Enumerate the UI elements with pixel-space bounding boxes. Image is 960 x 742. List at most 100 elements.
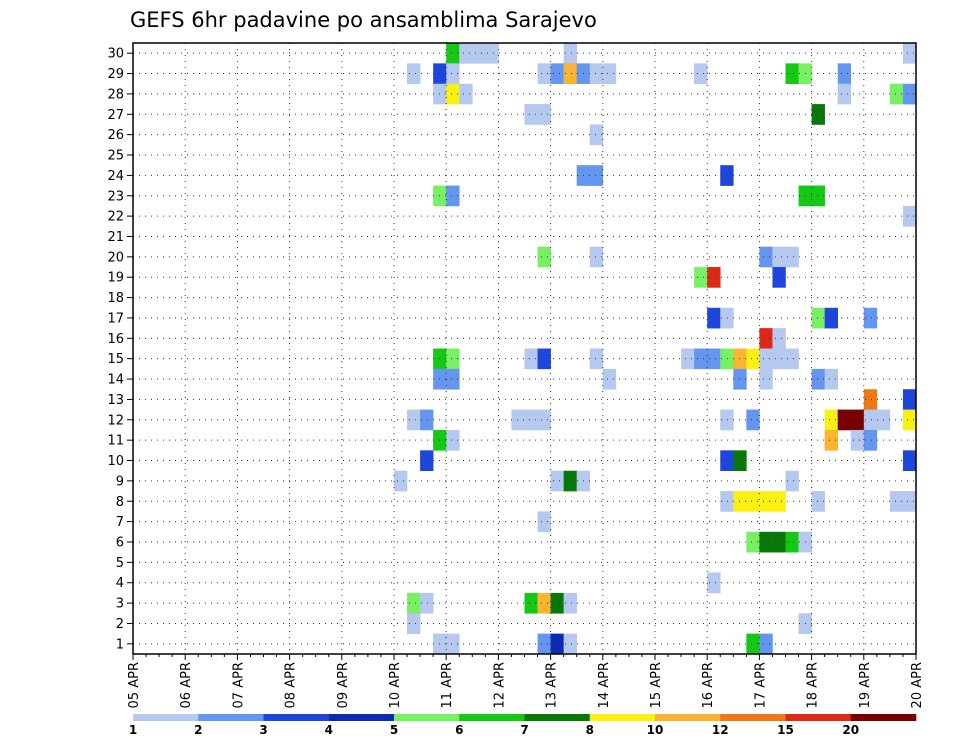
x-tick-label: 05 APR xyxy=(127,662,142,708)
heatmap-cell xyxy=(850,409,865,431)
heatmap-cell xyxy=(485,43,499,64)
legend-color-swatch xyxy=(328,714,395,721)
heatmap-cell xyxy=(772,531,786,553)
x-tick-label: 09 APR xyxy=(336,662,351,708)
heatmap-cell xyxy=(563,470,577,492)
heatmap-cell xyxy=(537,63,551,85)
heatmap-cell xyxy=(537,633,551,655)
legend-label: 10 xyxy=(647,723,664,737)
y-tick-label: 10 xyxy=(107,454,124,469)
heatmap-cell xyxy=(902,409,917,431)
y-tick-label: 14 xyxy=(107,373,124,388)
heatmap-cell xyxy=(407,613,421,634)
y-tick-label: 18 xyxy=(107,291,124,306)
legend-label: 3 xyxy=(259,723,267,737)
heatmap-cell xyxy=(707,348,721,370)
heatmap-cell xyxy=(524,409,538,431)
y-tick-label: 8 xyxy=(116,495,124,510)
heatmap-cell xyxy=(550,633,564,655)
heatmap-cell xyxy=(407,409,421,431)
heatmap-cell xyxy=(537,409,551,431)
heatmap-cell xyxy=(785,531,799,553)
heatmap-cell xyxy=(537,592,551,614)
x-tick-label: 14 APR xyxy=(597,662,612,708)
heatmap-cell xyxy=(694,63,708,85)
heatmap-cell xyxy=(811,185,825,207)
heatmap-cell xyxy=(563,592,577,614)
heatmap-cell xyxy=(785,246,799,268)
heatmap-cell xyxy=(550,592,564,614)
heatmap-cell xyxy=(746,348,760,370)
y-tick-label: 22 xyxy=(107,210,124,225)
heatmap-cell xyxy=(902,43,917,64)
legend: 1 2 3 4 5 6 7 8 10 12 15 20 xyxy=(129,714,917,737)
y-tick-label: 2 xyxy=(116,617,124,632)
heatmap-cell xyxy=(785,63,799,85)
heatmap-cell xyxy=(694,348,708,370)
x-tick-label: 20 APR xyxy=(910,662,925,708)
heatmap-cell xyxy=(863,409,878,431)
y-tick-label: 27 xyxy=(107,108,124,123)
heatmap-cell xyxy=(707,307,721,329)
heatmap-cell xyxy=(759,368,773,390)
y-tick-label: 21 xyxy=(107,230,124,245)
legend-label: 2 xyxy=(194,723,202,737)
x-tick-label: 17 APR xyxy=(753,662,768,708)
legend-label: 7 xyxy=(520,723,528,737)
heatmap-cell xyxy=(602,368,617,390)
y-tick-label: 16 xyxy=(107,332,124,347)
heatmap-cell xyxy=(550,63,564,85)
heatmap-cell xyxy=(563,633,577,655)
y-tick-label: 23 xyxy=(107,189,124,204)
heatmap-cell xyxy=(720,450,734,471)
heatmap-cell xyxy=(811,307,825,329)
heatmap-cell xyxy=(811,104,825,125)
x-tick-label: 18 APR xyxy=(806,662,821,708)
heatmap-cell xyxy=(681,348,695,370)
y-tick-label: 19 xyxy=(107,271,124,286)
heatmap-cell xyxy=(902,389,917,410)
y-tick-label: 4 xyxy=(116,576,124,591)
legend-label: 12 xyxy=(712,723,729,737)
heatmap-cell xyxy=(837,409,852,431)
heatmap-cell xyxy=(537,246,551,268)
heatmap-cell xyxy=(889,491,904,512)
heatmap-cell xyxy=(707,267,721,288)
heatmap-cell xyxy=(785,470,799,492)
legend-color-swatch xyxy=(133,714,199,721)
legend-color-swatch xyxy=(850,714,917,721)
heatmap-cells xyxy=(394,43,917,655)
heatmap-cell xyxy=(537,511,551,533)
heatmap-cell xyxy=(446,83,460,105)
x-tick-label: 10 APR xyxy=(388,662,403,708)
heatmap-cell xyxy=(720,409,734,431)
heatmap-cell xyxy=(446,633,460,655)
heatmap-cell xyxy=(824,368,838,390)
heatmap-cell xyxy=(407,63,421,85)
heatmap-cell xyxy=(420,450,434,471)
heatmap-cell xyxy=(759,328,773,349)
legend-color-swatch xyxy=(589,714,656,721)
y-tick-label: 5 xyxy=(116,556,124,571)
heatmap-cell xyxy=(707,572,721,594)
y-tick-label: 20 xyxy=(107,250,124,265)
legend-color-swatch xyxy=(394,714,460,721)
legend-color-swatch xyxy=(655,714,721,721)
y-tick-label: 24 xyxy=(107,169,124,184)
y-tick-label: 12 xyxy=(107,413,124,428)
heatmap-cell xyxy=(446,185,460,207)
heatmap-cell xyxy=(524,348,538,370)
heatmap-cell xyxy=(837,83,852,105)
heatmap-cell xyxy=(811,368,825,390)
heatmap-cell xyxy=(746,491,760,512)
heatmap-cell xyxy=(902,83,917,105)
heatmap-cell xyxy=(720,491,734,512)
heatmap-cell xyxy=(589,165,604,186)
heatmap-cell xyxy=(446,429,460,451)
legend-label: 1 xyxy=(129,723,137,737)
y-tick-label: 11 xyxy=(107,434,124,449)
heatmap-cell xyxy=(550,470,564,492)
legend-label: 5 xyxy=(390,723,398,737)
legend-label: 20 xyxy=(842,723,859,737)
heatmap-cell xyxy=(863,307,878,329)
